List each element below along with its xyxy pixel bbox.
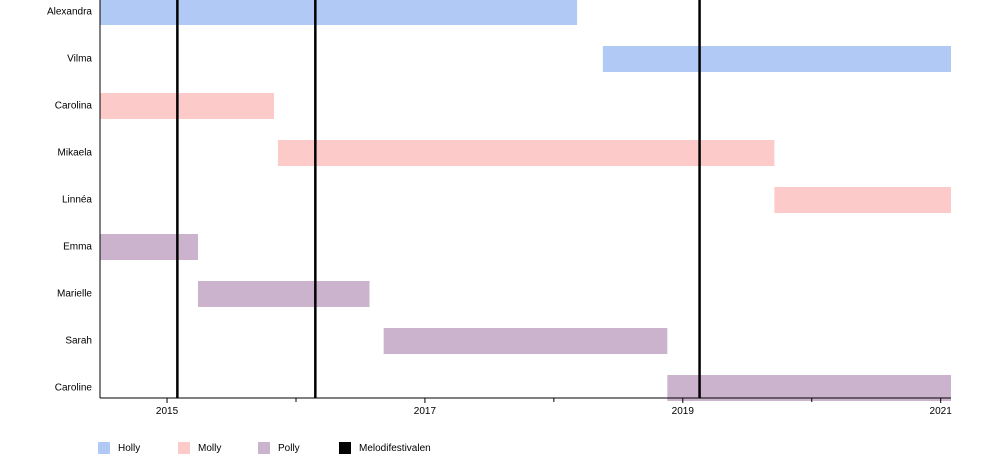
bar-linnea	[774, 187, 951, 213]
timeline-chart: Alexandra Vilma Carolina Mikaela Linnéa Emma M…	[47, 0, 952, 417]
x-tick-label-2021: 2021	[930, 406, 953, 417]
row-label-emma: Emma	[63, 242, 92, 253]
legend-swatch-melodifestivalen	[339, 442, 351, 454]
legend-item-polly: Polly	[258, 438, 300, 458]
legend-item-molly: Molly	[178, 438, 221, 458]
bar-caroline	[667, 375, 951, 401]
legend-label-molly: Molly	[198, 442, 222, 454]
row-label-mikaela: Mikaela	[58, 148, 93, 159]
bar-vilma	[602, 46, 951, 72]
x-tick-label-2015: 2015	[156, 406, 179, 417]
row-label-vilma: Vilma	[67, 54, 92, 65]
legend-swatch-holly	[98, 442, 110, 454]
legend-label-polly: Polly	[278, 442, 300, 454]
bar-emma	[100, 234, 198, 260]
legend-swatch-molly	[178, 442, 190, 454]
bar-alexandra	[100, 0, 578, 25]
bar-sarah	[383, 328, 668, 354]
row-label-carolina: Carolina	[55, 101, 93, 112]
legend: Holly Molly Polly Melodifestivalen	[0, 438, 1000, 458]
row-label-linnea: Linnéa	[62, 195, 92, 206]
bar-mikaela	[277, 140, 775, 166]
events-layer	[176, 0, 701, 398]
row-label-alexandra: Alexandra	[47, 7, 92, 18]
x-tick-label-2017: 2017	[414, 406, 437, 417]
legend-label-melodifestivalen: Melodifestivalen	[359, 442, 431, 454]
legend-item-melodifestivalen: Melodifestivalen	[339, 438, 431, 458]
row-label-marielle: Marielle	[57, 289, 92, 300]
legend-label-holly: Holly	[118, 442, 141, 454]
legend-swatch-polly	[258, 442, 270, 454]
bar-carolina	[100, 93, 275, 119]
bar-marielle	[197, 281, 370, 307]
bars-layer	[100, 0, 951, 401]
x-tick-label-2019: 2019	[672, 406, 695, 417]
row-label-sarah: Sarah	[65, 336, 92, 347]
axis-layer: Alexandra Vilma Carolina Mikaela Linnéa Emma M…	[47, 0, 952, 417]
legend-item-holly: Holly	[98, 438, 140, 458]
row-label-caroline: Caroline	[55, 383, 93, 394]
